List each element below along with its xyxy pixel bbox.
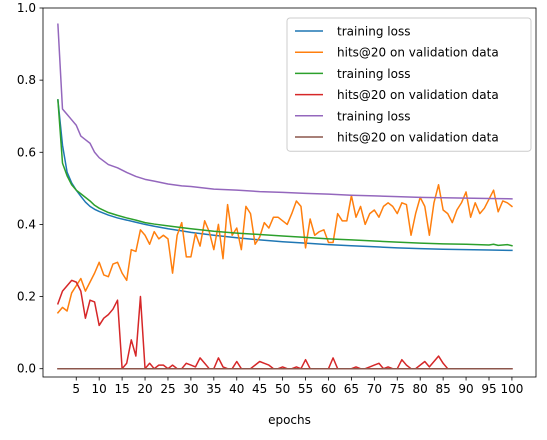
x-tick-label: 70 bbox=[367, 382, 382, 396]
x-tick-label: 95 bbox=[481, 382, 496, 396]
x-tick-label: 30 bbox=[183, 382, 198, 396]
series-line-5 bbox=[57, 23, 513, 200]
y-tick-label: 0.8 bbox=[17, 73, 36, 87]
y-tick-label: 0.4 bbox=[17, 217, 36, 231]
y-tick-label: 1.0 bbox=[17, 1, 36, 15]
x-tick-label: 5 bbox=[72, 382, 80, 396]
x-tick-label: 10 bbox=[92, 382, 107, 396]
x-tick-label: 80 bbox=[413, 382, 428, 396]
legend-label: training loss bbox=[337, 67, 410, 81]
axes-frame bbox=[42, 7, 537, 378]
x-axis-label: epochs bbox=[268, 413, 311, 427]
series-line-1 bbox=[57, 99, 513, 252]
legend-box bbox=[286, 17, 532, 152]
y-tick-label: 0.2 bbox=[17, 290, 36, 304]
legend: training loss hits@20 on validation data t… bbox=[286, 17, 532, 152]
x-tick-label: 60 bbox=[321, 382, 336, 396]
x-tick-label: 50 bbox=[275, 382, 290, 396]
series-line-4 bbox=[56, 279, 513, 370]
x-tick-label: 85 bbox=[435, 382, 450, 396]
series-lines bbox=[56, 23, 513, 370]
x-tick-label: 100 bbox=[500, 382, 523, 396]
y-tick-label: 0.0 bbox=[17, 362, 36, 376]
x-tick-label: 75 bbox=[390, 382, 405, 396]
legend-label: hits@20 on validation data bbox=[337, 88, 499, 102]
axes: 5 10 15 20 25 30 35 40 45 50 55 60 65 70 75 80 85 90 95 100… bbox=[17, 1, 537, 396]
legend-label: hits@20 on validation data bbox=[337, 46, 499, 60]
x-tick-label: 55 bbox=[298, 382, 313, 396]
y-tick-label: 0.6 bbox=[17, 145, 36, 159]
x-tick-label: 35 bbox=[206, 382, 221, 396]
series-line-3 bbox=[57, 99, 513, 247]
legend-label: training loss bbox=[337, 109, 410, 123]
plot-area bbox=[56, 23, 513, 370]
x-tick-label: 25 bbox=[160, 382, 175, 396]
x-tick-label: 45 bbox=[252, 382, 267, 396]
x-tick-label: 90 bbox=[458, 382, 473, 396]
legend-label: hits@20 on validation data bbox=[337, 131, 499, 145]
x-tick-label: 20 bbox=[137, 382, 152, 396]
series-line-2 bbox=[56, 183, 513, 314]
x-tick-label: 40 bbox=[229, 382, 244, 396]
x-tick-label: 15 bbox=[114, 382, 129, 396]
legend-label: training loss bbox=[337, 25, 410, 39]
x-tick-label: 65 bbox=[344, 382, 359, 396]
